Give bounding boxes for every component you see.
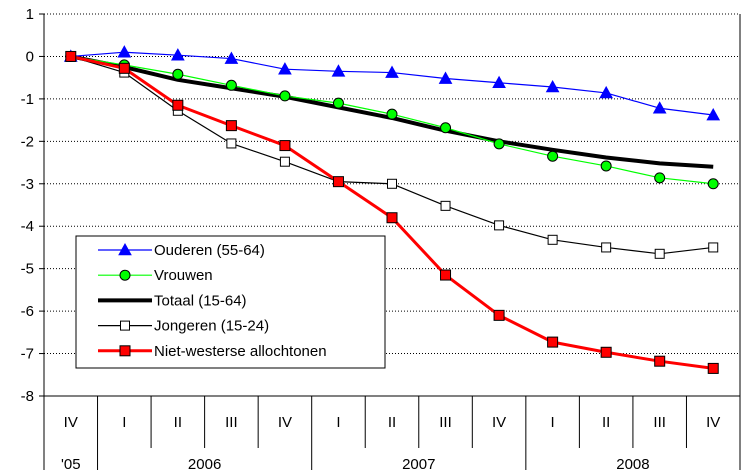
square-open-marker xyxy=(387,178,397,189)
circle-marker xyxy=(493,138,505,150)
year-label: '05 xyxy=(61,456,81,472)
y-tick-label: -7 xyxy=(21,346,34,363)
series-line xyxy=(70,55,714,255)
square-open-marker xyxy=(708,242,719,253)
circle-marker xyxy=(386,108,398,120)
axes: 10-1-2-3-4-5-6-7-8IV I II III IV I II III IV I II I… xyxy=(21,6,741,472)
circle-marker xyxy=(332,97,344,109)
triangle-marker xyxy=(599,85,614,99)
square-filled-marker xyxy=(172,99,184,111)
triangle-marker xyxy=(331,64,346,77)
year-label: 2007 xyxy=(402,456,435,472)
legend-item: Totaal (15-64) xyxy=(98,292,247,309)
x-tick-label: II xyxy=(174,414,182,431)
triangle-marker xyxy=(278,62,292,75)
triangle-marker xyxy=(117,45,132,58)
y-tick-label: -3 xyxy=(21,176,34,193)
triangle-marker xyxy=(706,107,721,121)
y-tick-label: -2 xyxy=(21,133,34,150)
square-filled-marker xyxy=(332,176,344,188)
legend-item: Ouderen (55-64) xyxy=(98,242,265,259)
square-open-marker xyxy=(440,200,451,211)
circle-marker xyxy=(654,172,666,184)
triangle-marker xyxy=(545,79,560,93)
legend-label: Vrouwen xyxy=(154,267,213,284)
x-tick-label: II xyxy=(388,414,396,431)
legend-item: Vrouwen xyxy=(98,267,213,284)
square-filled-marker xyxy=(707,362,719,374)
legend-label: Ouderen (55-64) xyxy=(154,242,265,259)
square-filled-marker xyxy=(65,50,77,62)
legend-item: Niet-westerse allochtonen xyxy=(98,343,327,360)
x-tick-label: I xyxy=(336,414,340,431)
square-filled-marker xyxy=(493,309,505,321)
square-open-marker xyxy=(547,234,558,245)
triangle-marker xyxy=(224,51,239,64)
square-open-marker xyxy=(654,248,665,259)
circle-marker xyxy=(172,68,184,80)
legend-label: Niet-westerse allochtonen xyxy=(154,343,327,360)
x-tick-label: IV xyxy=(64,414,78,431)
legend: Ouderen (55-64) Vrouwen Totaal (15-64) Jong… xyxy=(75,235,386,369)
series xyxy=(63,45,721,121)
square-filled-marker xyxy=(119,345,131,357)
square-open-marker xyxy=(601,242,612,253)
series-lines xyxy=(63,45,721,374)
y-tick-label: -8 xyxy=(21,388,34,405)
y-tick-label: -1 xyxy=(21,91,34,108)
square-filled-marker xyxy=(118,62,130,74)
gridlines xyxy=(44,13,740,355)
x-tick-label: IV xyxy=(492,414,506,431)
square-filled-marker xyxy=(600,346,612,358)
square-open-marker xyxy=(494,220,505,231)
x-tick-label: I xyxy=(551,414,555,431)
circle-marker xyxy=(119,269,131,281)
year-label: 2008 xyxy=(616,456,649,472)
square-filled-marker xyxy=(225,120,237,132)
y-tick-label: -5 xyxy=(21,261,34,278)
y-tick-label: 1 xyxy=(26,6,34,23)
circle-marker xyxy=(547,150,559,162)
y-tick-label: -6 xyxy=(21,303,34,320)
series xyxy=(65,50,719,374)
triangle-marker xyxy=(385,65,399,78)
square-open-marker xyxy=(226,138,237,149)
circle-marker xyxy=(440,122,452,134)
square-filled-marker xyxy=(279,140,291,152)
x-tick-label: III xyxy=(653,414,666,431)
triangle-marker xyxy=(118,242,132,256)
square-filled-marker xyxy=(386,212,398,224)
square-open-marker xyxy=(120,320,130,331)
circle-marker xyxy=(279,90,291,102)
x-tick-label: II xyxy=(602,414,610,431)
triangle-marker xyxy=(438,71,453,84)
year-label: 2006 xyxy=(188,456,221,472)
y-tick-label: -4 xyxy=(21,218,34,235)
triangle-marker xyxy=(170,48,185,61)
legend-label: Jongeren (15-24) xyxy=(154,318,269,335)
x-tick-label: I xyxy=(122,414,126,431)
circle-marker xyxy=(225,79,237,91)
x-tick-label: III xyxy=(225,414,238,431)
square-filled-marker xyxy=(654,355,666,367)
triangle-marker xyxy=(492,75,506,89)
x-tick-label: IV xyxy=(278,414,292,431)
y-tick-label: 0 xyxy=(26,48,34,65)
x-tick-label: IV xyxy=(706,414,720,431)
x-tick-label: III xyxy=(439,414,452,431)
circle-marker xyxy=(707,178,719,190)
square-open-marker xyxy=(279,156,290,167)
legend-label: Totaal (15-64) xyxy=(154,292,247,309)
circle-marker xyxy=(600,160,612,172)
series-line xyxy=(70,51,714,116)
triangle-marker xyxy=(652,101,667,114)
series xyxy=(65,51,719,259)
square-filled-marker xyxy=(547,336,559,348)
legend-item: Jongeren (15-24) xyxy=(98,318,269,335)
square-filled-marker xyxy=(440,269,452,281)
